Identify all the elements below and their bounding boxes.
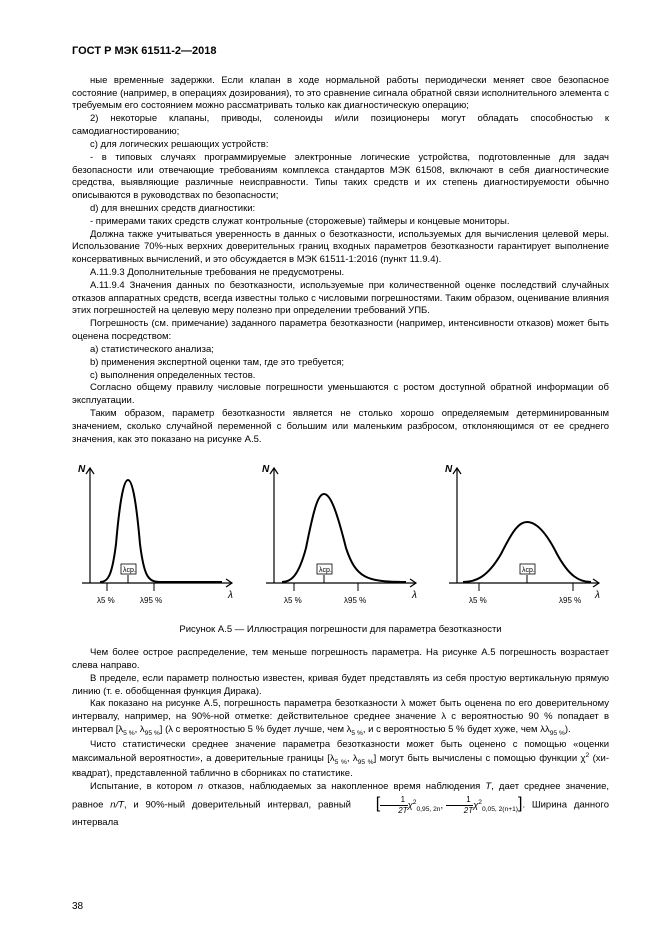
figure-row: N λ λср. λ5 % λ95 % N λ [72, 458, 609, 618]
para: В пределе, если параметр полностью извес… [72, 673, 609, 699]
page-number: 38 [72, 900, 83, 914]
svg-text:λср.: λср. [319, 567, 332, 574]
dist-chart-narrow: N λ λср. λ5 % λ95 % [72, 458, 242, 618]
page: ГОСТ Р МЭК 61511-2—2018 ные временные за… [0, 0, 661, 935]
svg-text:λ95 %: λ95 % [559, 596, 581, 605]
para: A.11.9.4 Значения данных по безотказност… [72, 280, 609, 318]
para: Чем более острое распределение, тем мень… [72, 647, 609, 673]
para: Чисто статистически среднее значение пар… [72, 739, 609, 781]
para: Таким образом, параметр безотказности яв… [72, 408, 609, 446]
svg-text:λср.: λср. [522, 567, 535, 574]
para: Согласно общему правилу числовые погрешн… [72, 382, 609, 408]
para: c) выполнения определенных тестов. [72, 370, 609, 383]
para: A.11.9.3 Дополнительные требования не пр… [72, 267, 609, 280]
svg-text:λср.: λср. [123, 567, 136, 574]
dist-chart-wide: N λ λср. λ5 % λ95 % [439, 458, 609, 618]
svg-text:λ: λ [594, 590, 600, 601]
body-text-2: Чем более острое распределение, тем мень… [72, 647, 609, 830]
para: d) для внешних средств диагностики: [72, 203, 609, 216]
svg-text:N: N [78, 464, 86, 475]
para: Должна также учитываться уверенность в д… [72, 229, 609, 267]
svg-text:λ: λ [411, 590, 417, 601]
dist-chart-medium: N λ λср. λ5 % λ95 % [256, 458, 426, 618]
para: c) для логических решающих устройств: [72, 139, 609, 152]
para: b) применения экспертной оценки там, где… [72, 357, 609, 370]
svg-text:λ: λ [227, 590, 233, 601]
para: Испытание, в котором n отказов, наблюдае… [72, 781, 609, 830]
para: - в типовых случаях программируемые элек… [72, 152, 609, 203]
svg-text:λ95 %: λ95 % [344, 596, 366, 605]
svg-text:λ95 %: λ95 % [140, 596, 162, 605]
para: - примерами таких средств служат контрол… [72, 216, 609, 229]
doc-header: ГОСТ Р МЭК 61511-2—2018 [72, 44, 609, 59]
svg-text:λ5 %: λ5 % [469, 596, 487, 605]
para: a) статистического анализа; [72, 344, 609, 357]
body-text: ные временные задержки. Если клапан в хо… [72, 75, 609, 447]
para: 2) некоторые клапаны, приводы, соленоиды… [72, 113, 609, 139]
para: Погрешность (см. примечание) заданного п… [72, 318, 609, 344]
svg-text:λ5 %: λ5 % [284, 596, 302, 605]
figure-caption: Рисунок A.5 — Иллюстрация погрешности дл… [72, 624, 609, 637]
para: ные временные задержки. Если клапан в хо… [72, 75, 609, 113]
para: Как показано на рисунке A.5, погрешность… [72, 698, 609, 739]
svg-text:N: N [445, 464, 453, 475]
svg-text:λ5 %: λ5 % [97, 596, 115, 605]
svg-text:N: N [262, 464, 270, 475]
